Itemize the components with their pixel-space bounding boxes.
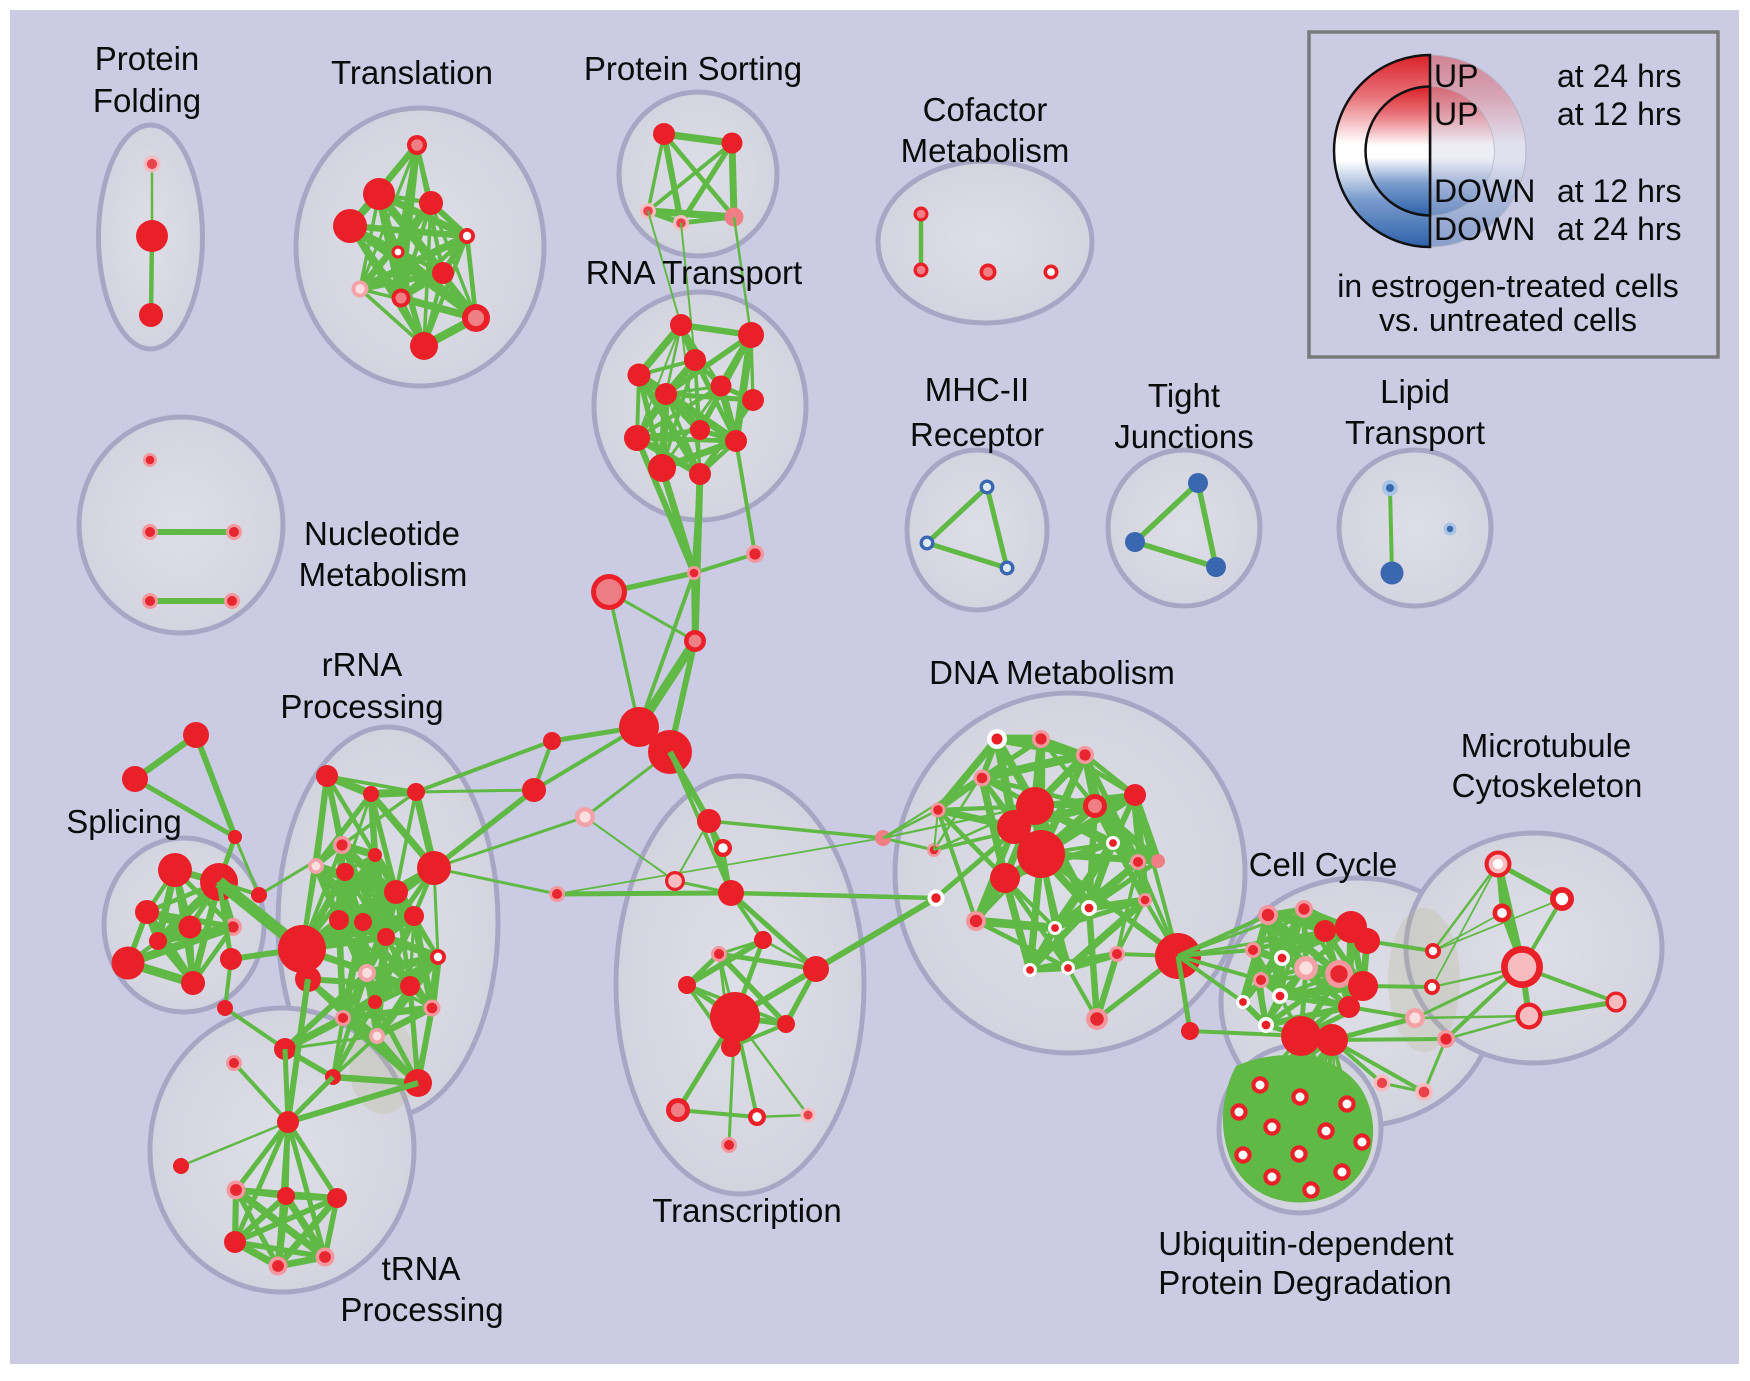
svg-text:Metabolism: Metabolism	[299, 556, 468, 593]
svg-text:DOWN: DOWN	[1434, 211, 1535, 247]
svg-text:Transport: Transport	[1345, 414, 1485, 451]
svg-text:Protein: Protein	[95, 40, 200, 77]
svg-text:tRNA: tRNA	[382, 1250, 461, 1287]
svg-text:Protein Sorting: Protein Sorting	[584, 50, 802, 87]
svg-text:Cell Cycle: Cell Cycle	[1249, 846, 1398, 883]
svg-text:Cytoskeleton: Cytoskeleton	[1452, 767, 1643, 804]
svg-text:vs. untreated cells: vs. untreated cells	[1379, 302, 1637, 338]
svg-text:Processing: Processing	[280, 688, 443, 725]
svg-text:rRNA: rRNA	[322, 646, 403, 683]
svg-text:Cofactor: Cofactor	[923, 91, 1048, 128]
svg-text:Folding: Folding	[93, 82, 201, 119]
svg-text:UP: UP	[1434, 96, 1478, 132]
svg-text:at 24 hrs: at 24 hrs	[1557, 58, 1682, 94]
svg-text:Ubiquitin-dependent: Ubiquitin-dependent	[1158, 1225, 1453, 1262]
svg-text:RNA Transport: RNA Transport	[586, 254, 802, 291]
svg-text:DOWN: DOWN	[1434, 173, 1535, 209]
svg-text:in estrogen-treated cells: in estrogen-treated cells	[1337, 268, 1679, 304]
svg-text:Protein Degradation: Protein Degradation	[1158, 1264, 1452, 1301]
svg-text:Transcription: Transcription	[652, 1192, 842, 1229]
svg-text:Microtubule: Microtubule	[1461, 727, 1632, 764]
svg-text:Metabolism: Metabolism	[901, 132, 1070, 169]
svg-text:DNA Metabolism: DNA Metabolism	[929, 654, 1175, 691]
svg-text:UP: UP	[1434, 58, 1478, 94]
svg-text:at 24 hrs: at 24 hrs	[1557, 211, 1682, 247]
svg-text:Splicing: Splicing	[66, 803, 182, 840]
svg-text:at 12 hrs: at 12 hrs	[1557, 173, 1682, 209]
svg-text:at 12 hrs: at 12 hrs	[1557, 96, 1682, 132]
svg-text:Translation: Translation	[331, 54, 493, 91]
svg-text:Tight: Tight	[1148, 377, 1220, 414]
svg-text:Receptor: Receptor	[910, 416, 1044, 453]
svg-text:MHC-II: MHC-II	[925, 371, 1029, 408]
svg-text:Nucleotide: Nucleotide	[304, 515, 460, 552]
svg-text:Processing: Processing	[340, 1291, 503, 1328]
svg-text:Junctions: Junctions	[1114, 418, 1253, 455]
svg-text:Lipid: Lipid	[1380, 373, 1450, 410]
